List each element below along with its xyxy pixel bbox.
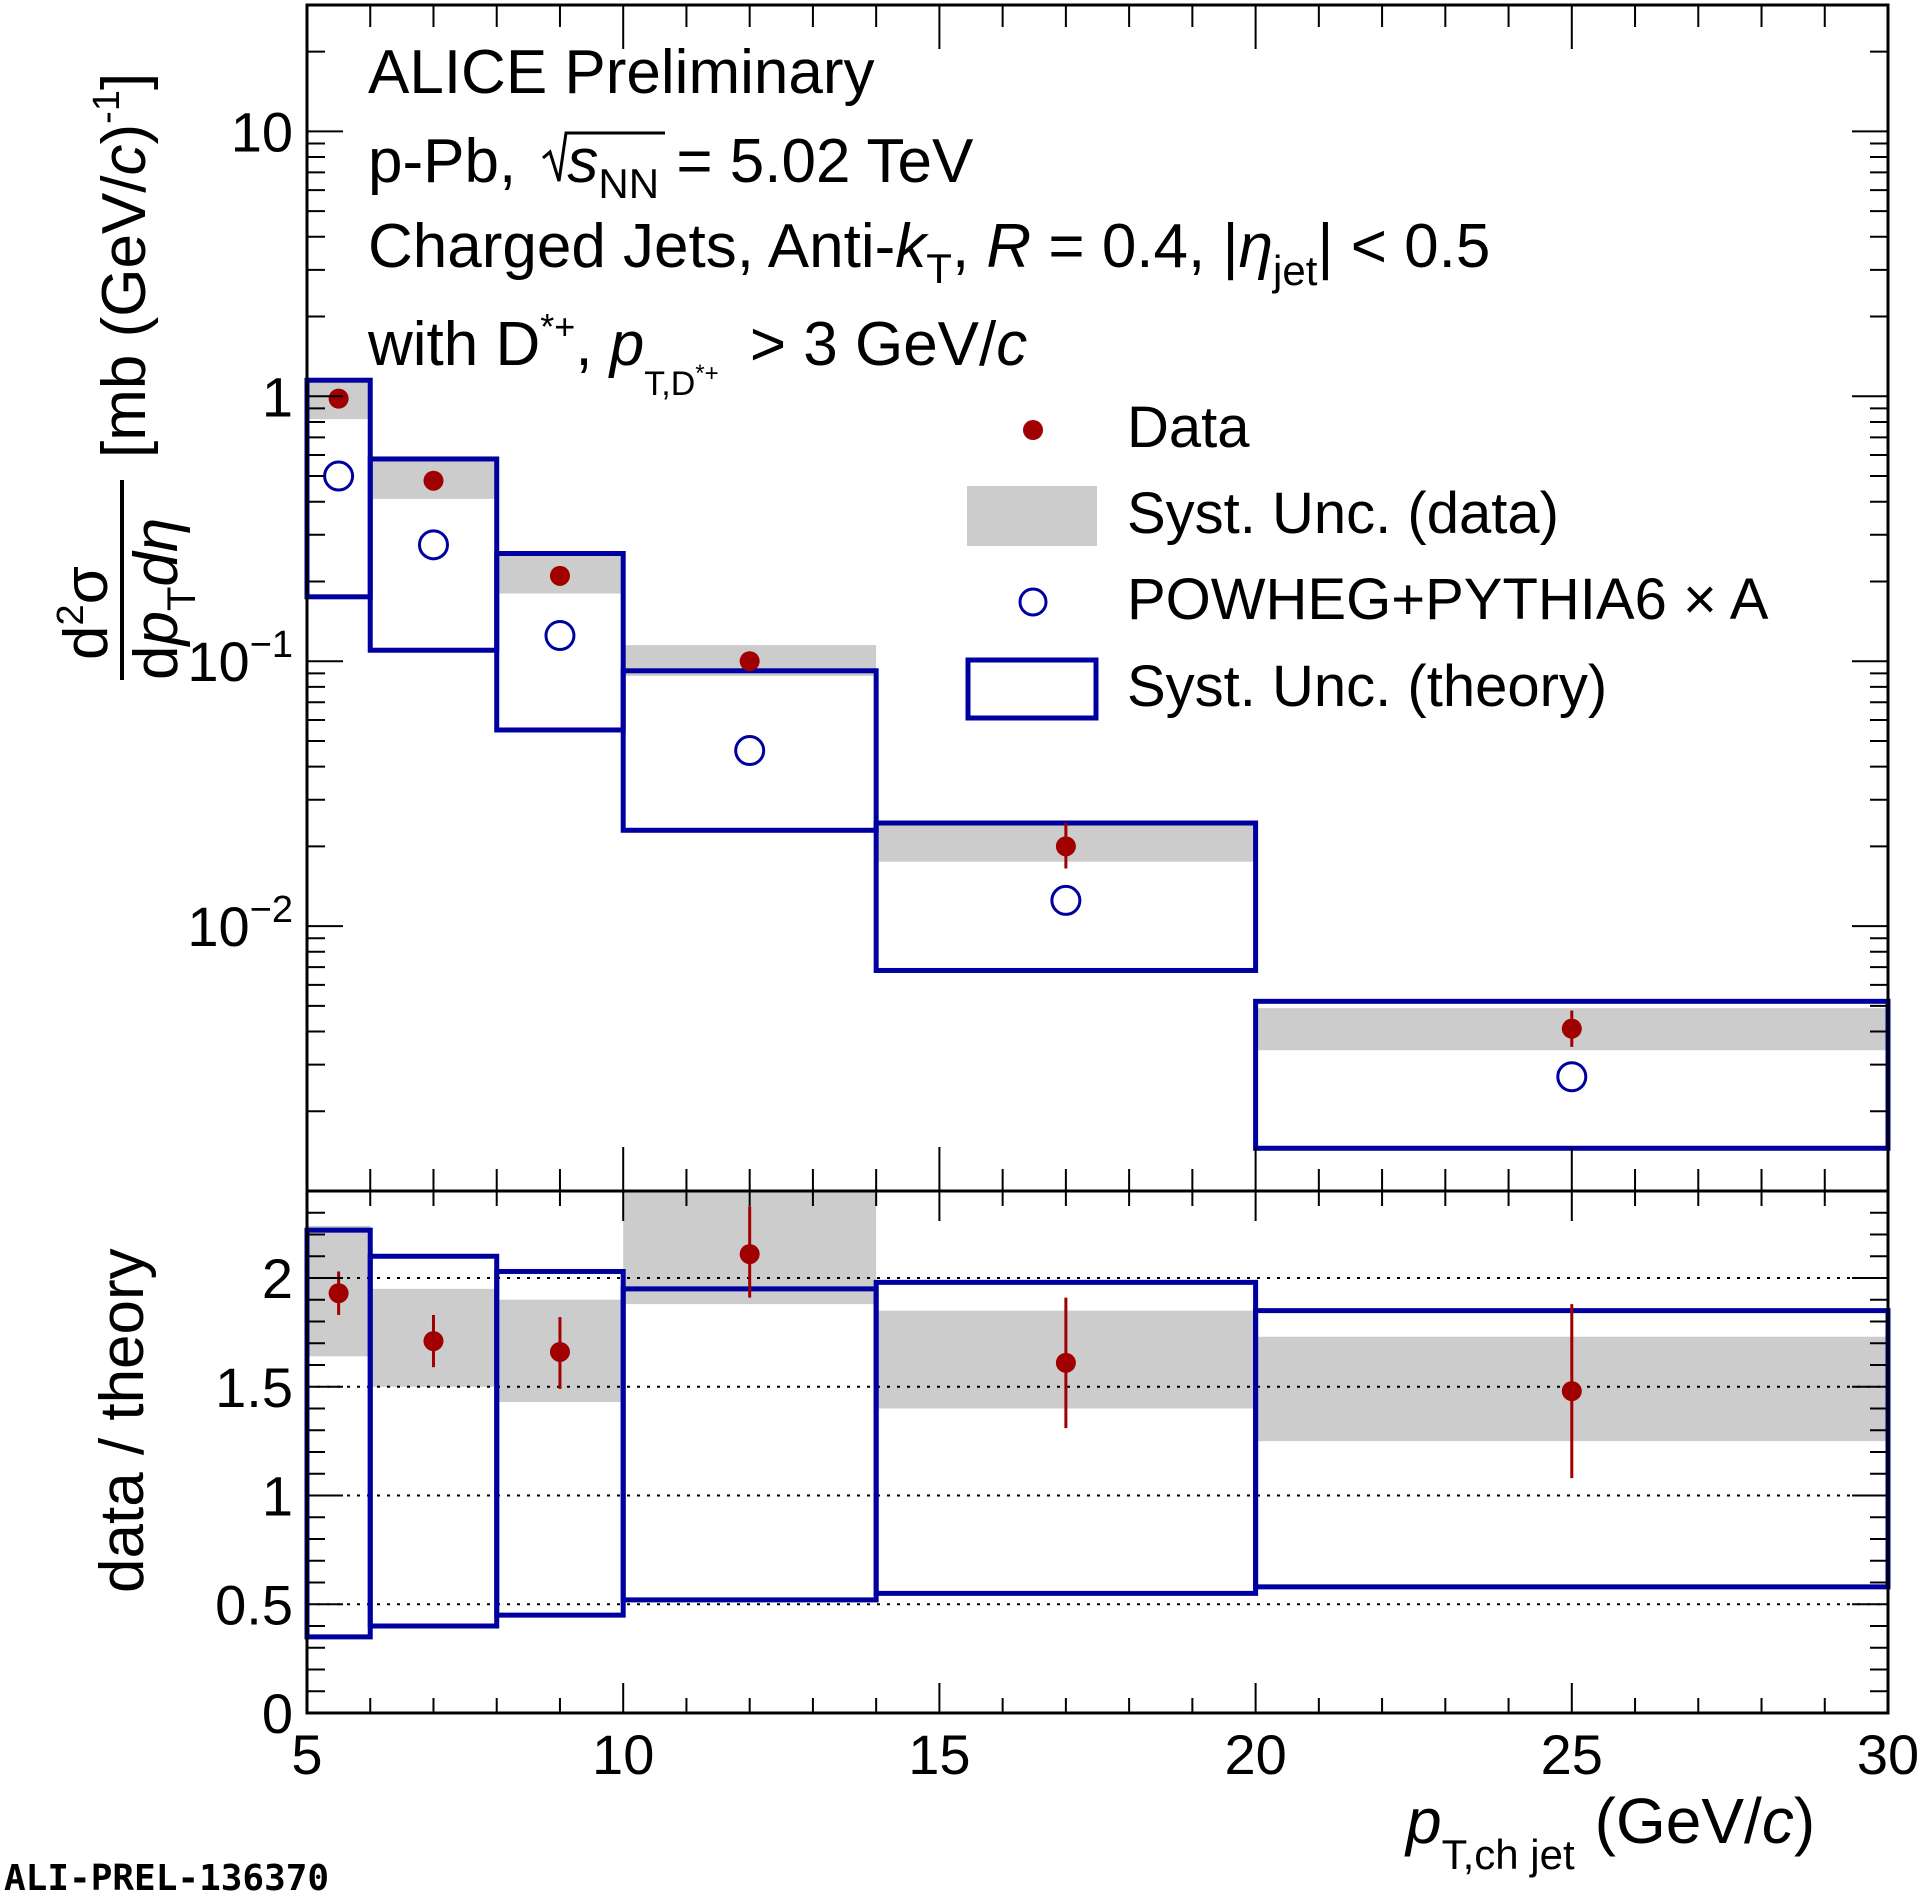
ratio-data-point <box>1561 1381 1582 1402</box>
annotation-line3: Charged Jets, Anti-kT, R = 0.4, |ηjet| <… <box>368 212 1490 294</box>
annotation-line1: ALICE Preliminary <box>368 38 874 107</box>
annotation-line2: p-Pb, sNN = 5.02 TeV <box>368 127 974 207</box>
x-tick-label: 25 <box>1541 1723 1603 1786</box>
x-tick-label: 15 <box>908 1723 970 1786</box>
xlabel: pT,ch jet (GeV/c) <box>1404 1785 1815 1878</box>
legend-label-syst-data: Syst. Unc. (data) <box>1127 481 1559 546</box>
legend-data-marker <box>1023 420 1043 440</box>
top-theory-point <box>323 460 355 492</box>
top-y-tick-label: 10−2 <box>187 889 293 958</box>
legend-syst-theory-swatch <box>965 657 1099 721</box>
ratio-theory-syst-box <box>620 1286 879 1603</box>
ratio-y-tick-label: 0.5 <box>215 1573 293 1636</box>
legend-syst-data-swatch <box>967 486 1097 546</box>
top-theory-syst-box <box>494 551 626 733</box>
top-data-point <box>549 565 570 586</box>
x-tick-label: 20 <box>1224 1723 1286 1786</box>
top-data-point <box>1055 836 1076 857</box>
top-y-tick-label: 1 <box>262 365 293 428</box>
ratio-data-point <box>423 1331 444 1352</box>
ratio-ylabel: data / theory <box>88 1248 157 1593</box>
top-data-point <box>328 388 349 409</box>
ratio-dotted-lines <box>307 1277 1888 1606</box>
legend-label-theory: POWHEG+PYTHIA6 × A <box>1127 567 1769 632</box>
annotation-line4: with D*+, pT,D*+ > 3 GeV/c <box>367 306 1027 403</box>
ratio-y-tick-label: 1 <box>262 1465 293 1528</box>
top-theory-point <box>417 529 449 561</box>
ylabel-denominator: dpTdη <box>122 518 204 680</box>
top-y-tick-label: 10−1 <box>187 624 293 693</box>
ylabel-unit: [mb (GeV/c)-1] <box>86 73 159 458</box>
top-data-points <box>323 388 1588 1093</box>
legend-label-data: Data <box>1127 395 1250 460</box>
ratio-data-point <box>328 1283 349 1304</box>
top-y-tick-label: 10 <box>231 100 293 163</box>
legend-label-syst-theory: Syst. Unc. (theory) <box>1127 654 1607 719</box>
ratio-y-tick-label: 2 <box>262 1247 293 1310</box>
sqrt-sign <box>542 131 665 182</box>
watermark: ALI-PREL-136370 <box>4 1858 329 1897</box>
legend: Data Syst. Unc. (data) POWHEG+PYTHIA6 × … <box>965 395 1769 721</box>
top-data-point <box>739 651 760 672</box>
top-theory-point <box>544 620 576 652</box>
top-theory-point <box>734 735 766 767</box>
top-data-point <box>423 470 444 491</box>
top-data-point <box>1561 1018 1582 1039</box>
legend-theory-marker <box>1018 587 1048 617</box>
top-ylabel: d2σ dpTdη [mb (GeV/c)-1] <box>50 73 204 680</box>
ratio-data-points <box>328 1206 1582 1479</box>
top-theory-point <box>1050 884 1082 916</box>
ylabel-numerator: d2σ <box>50 566 121 660</box>
ratio-data-syst-bands <box>307 1191 1888 1442</box>
x-tick-label: 30 <box>1857 1723 1919 1786</box>
x-tick-label: 5 <box>291 1723 322 1786</box>
ratio-y-tick-label: 1.5 <box>215 1356 293 1419</box>
annotations: ALICE Preliminary p-Pb, sNN = 5.02 TeV C… <box>367 38 1490 403</box>
ratio-axes: 5 10 15 20 25 30 0 0.5 1 1.5 2 <box>215 1189 1919 1786</box>
ratio-data-point <box>1055 1352 1076 1373</box>
x-tick-label: 10 <box>592 1723 654 1786</box>
ratio-data-point <box>739 1244 760 1265</box>
top-theory-point <box>1556 1061 1588 1093</box>
ratio-data-point <box>549 1341 570 1362</box>
ratio-y-tick-label: 0 <box>262 1682 293 1745</box>
